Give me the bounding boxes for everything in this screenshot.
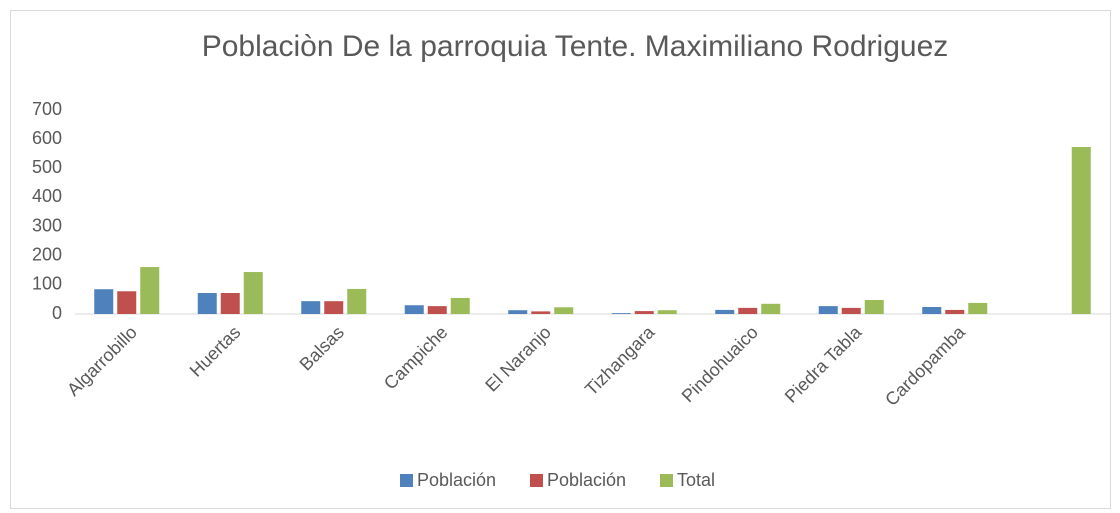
bar xyxy=(404,305,424,314)
legend-swatch xyxy=(400,474,413,487)
bar xyxy=(531,311,551,314)
bar xyxy=(715,309,735,314)
bar xyxy=(301,301,321,314)
bar xyxy=(968,302,988,314)
y-tick-label: 600 xyxy=(32,128,62,148)
bar xyxy=(220,293,240,314)
bar xyxy=(611,313,631,314)
bar xyxy=(818,306,838,314)
bar xyxy=(508,310,528,314)
legend-label: Población xyxy=(547,470,626,490)
bar xyxy=(738,307,758,314)
bar xyxy=(324,301,344,314)
bar xyxy=(922,307,942,314)
bar xyxy=(197,293,217,314)
bar xyxy=(761,303,781,314)
y-tick-label: 300 xyxy=(32,215,62,235)
bar xyxy=(450,297,470,314)
bar xyxy=(427,306,447,314)
y-tick-label: 100 xyxy=(32,274,62,294)
legend-swatch xyxy=(530,474,543,487)
y-tick-label: 700 xyxy=(32,99,62,119)
bar xyxy=(347,288,367,314)
bar xyxy=(117,291,137,314)
y-tick-label: 200 xyxy=(32,244,62,264)
bar xyxy=(634,311,654,314)
legend-swatch xyxy=(660,474,673,487)
bar xyxy=(94,289,114,314)
chart-border xyxy=(10,10,1111,509)
bar xyxy=(841,307,861,314)
bar xyxy=(864,300,884,314)
bar xyxy=(554,307,574,314)
bar xyxy=(945,309,965,314)
legend-label: Total xyxy=(677,470,715,490)
y-tick-label: 500 xyxy=(32,157,62,177)
chart-title: Poblaciòn De la parroquia Tente. Maximil… xyxy=(202,30,949,63)
bar xyxy=(1071,147,1091,314)
bar xyxy=(140,267,160,314)
bar xyxy=(243,272,263,314)
y-tick-label: 400 xyxy=(32,186,62,206)
y-tick-label: 0 xyxy=(52,303,62,323)
bar xyxy=(657,310,677,314)
legend-label: Población xyxy=(417,470,496,490)
